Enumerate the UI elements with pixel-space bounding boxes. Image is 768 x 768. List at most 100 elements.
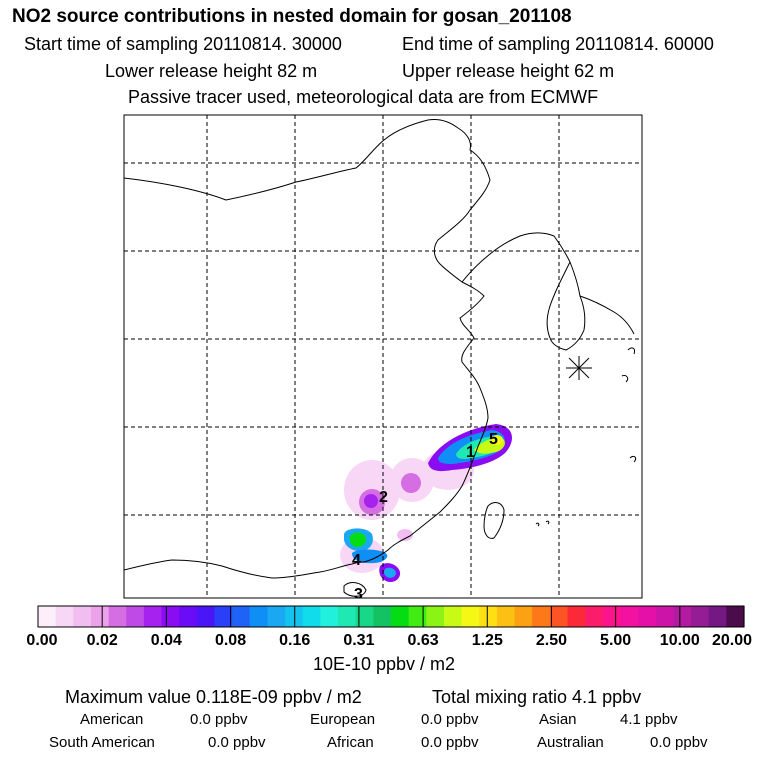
colorbar-cell [161, 606, 180, 627]
plume-south [352, 549, 388, 564]
colorbar-cell [267, 606, 286, 627]
colorbar-cell [461, 606, 480, 627]
colorbar-unit: 10E-10 ppbv / m2 [312, 654, 456, 674]
contrib-south-american-value: 0.0 ppbv [208, 734, 266, 751]
maximum-value: Maximum value 0.118E-09 ppbv / m2 [65, 687, 362, 707]
colorbar-cell [179, 606, 198, 627]
colorbar-cell [443, 606, 463, 627]
colorbar-tick-label: 5.00 [600, 632, 632, 649]
colorbar-cell [302, 606, 321, 627]
end-time-label: End time of sampling 20110814. 60000 [402, 34, 714, 54]
colorbar-cell [391, 606, 410, 627]
colorbar-cell [655, 606, 674, 627]
plume-peak [491, 435, 503, 445]
colorbar-tick-label: 20.00 [711, 632, 753, 649]
contrib-american-name: American [80, 711, 144, 728]
colorbar-tick-label: 0.00 [26, 632, 58, 649]
contrib-australian-name: Australian [537, 734, 604, 751]
colorbar-cell [320, 606, 339, 627]
island [627, 347, 635, 355]
colorbar-tick-label: 0.02 [86, 632, 118, 649]
receptor-line [568, 357, 590, 379]
contrib-european-value: 0.0 ppbv [421, 711, 479, 728]
colorbar-cell [567, 606, 586, 627]
map-frame [123, 114, 643, 599]
hainan-coast [343, 582, 367, 597]
island [621, 375, 629, 383]
colorbar-cell [214, 606, 233, 627]
start-time-label: Start time of sampling 20110814. 30000 [24, 34, 342, 54]
colorbar-cell [408, 606, 427, 627]
colorbar-cell [249, 606, 269, 627]
colorbar-cell [90, 606, 110, 627]
colorbar-cell [426, 606, 445, 627]
contrib-european-name: European [310, 711, 376, 728]
contrib-american-value: 0.0 ppbv [190, 711, 248, 728]
contrib-african-name: African [327, 734, 374, 751]
source-label-3: 3 [354, 586, 363, 603]
colorbar-tick-label: 0.31 [343, 632, 375, 649]
colorbar-cell [496, 606, 516, 627]
source-label-4: 4 [352, 552, 361, 569]
colorbar-cell [143, 606, 163, 627]
south-coast [124, 559, 365, 579]
island [629, 455, 637, 463]
colorbar-cell [514, 606, 533, 627]
korea-east-coast [579, 295, 635, 335]
border-line [124, 119, 491, 283]
colorbar-tick-label: 1.25 [471, 632, 503, 649]
colorbar-cell [55, 606, 74, 627]
colorbar-tick-label: 2.50 [535, 632, 568, 649]
colorbar-cell [479, 606, 498, 627]
colorbar-cell [726, 606, 745, 627]
receptor-marker [566, 356, 592, 380]
colorbar-tick-label: 0.08 [214, 632, 247, 649]
contrib-asian-name: Asian [539, 711, 577, 728]
colorbar-cell [126, 606, 145, 627]
plume-blob [364, 494, 378, 508]
source-label-5: 5 [489, 431, 498, 448]
chart-title: NO2 source contributions in nested domai… [12, 6, 572, 27]
island [545, 520, 550, 525]
plume-halo [397, 529, 413, 541]
colorbar-cell [285, 606, 304, 627]
source-label-2: 2 [379, 489, 388, 506]
plume-south [383, 567, 396, 578]
total-mixing-ratio: Total mixing ratio 4.1 ppbv [432, 687, 642, 707]
upper-release-label: Upper release height 62 m [402, 61, 615, 81]
colorbar-cell [232, 606, 251, 627]
taiwan-coast [483, 502, 505, 539]
colorbar-cell [373, 606, 392, 627]
contrib-asian-value: 4.1 ppbv [620, 711, 678, 728]
colorbar-cell [691, 606, 710, 627]
colorbar-cell [38, 606, 57, 627]
colorbar-cell [532, 606, 551, 627]
colorbar-cell [638, 606, 657, 627]
colorbar-cell [108, 606, 127, 627]
colorbar-tick-label: 10.00 [659, 632, 700, 649]
colorbar-cell [673, 606, 692, 627]
contrib-african-value: 0.0 ppbv [421, 734, 479, 751]
lower-release-label: Lower release height 82 m [105, 61, 318, 81]
plume-south [349, 532, 367, 547]
colorbar-frame [37, 605, 745, 628]
colorbar-cell [708, 606, 727, 627]
colorbar-tick-label: 0.16 [279, 632, 311, 649]
colorbar-cell [549, 606, 569, 627]
grid [124, 115, 642, 598]
tracer-label: Passive tracer used, meteorological data… [128, 87, 599, 107]
contrib-australian-value: 0.0 ppbv [650, 734, 708, 751]
colorbar-cell [620, 606, 639, 627]
colorbar-tick-label: 0.04 [150, 632, 182, 649]
colorbar-cell [585, 606, 604, 627]
coastlines [124, 119, 637, 597]
island [535, 522, 540, 527]
plume [340, 424, 512, 582]
colorbar-tick-label: 0.63 [407, 632, 439, 649]
source-label-1: 1 [466, 444, 475, 461]
colorbar-cell [602, 606, 622, 627]
colorbar-cell [355, 606, 374, 627]
colorbar-cell [196, 606, 216, 627]
